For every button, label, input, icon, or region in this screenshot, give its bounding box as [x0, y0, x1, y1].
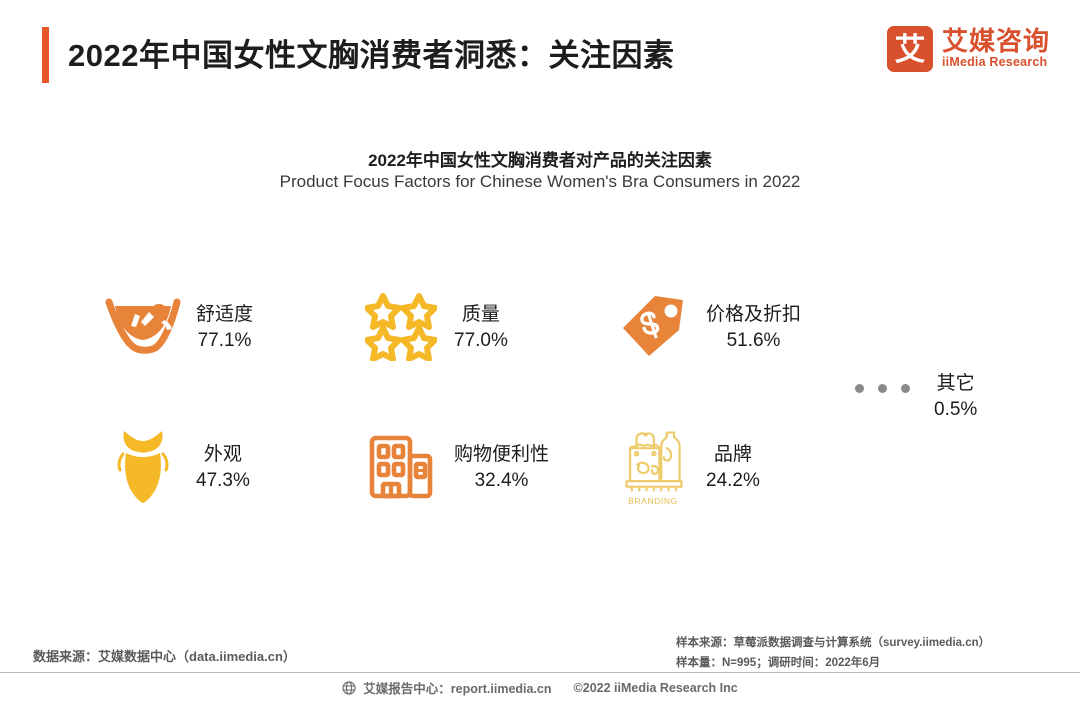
factor-labels: 价格及折扣 51.6%: [706, 288, 801, 353]
logo-mark-icon: 艾: [886, 26, 933, 72]
factor-item-shopping-convenience: 购物便利性 32.4%: [362, 428, 549, 506]
factor-labels: 品牌 24.2%: [706, 428, 760, 493]
page-title: 2022年中国女性文胸消费者洞悉：关注因素: [68, 38, 675, 73]
factor-item-quality: 质量 77.0%: [362, 288, 508, 366]
factor-item-comfort: 舒适度 77.1%: [104, 288, 253, 366]
factor-value: 0.5%: [934, 398, 978, 420]
factor-labels: 质量 77.0%: [454, 288, 508, 353]
page-header: 2022年中国女性文胸消费者洞悉：关注因素 艾 艾媒咨询 iiMedia Res…: [0, 0, 1080, 108]
factor-labels: 外观 47.3%: [196, 428, 250, 493]
person-relaxing-icon: [104, 288, 182, 366]
sample-info: 样本来源：草莓派数据调查与计算系统（survey.iimedia.cn） 样本量…: [676, 633, 990, 673]
title-accent-bar: [42, 27, 49, 83]
factor-name: 舒适度: [196, 304, 254, 325]
chart-title-cn: 2022年中国女性文胸消费者对产品的关注因素: [368, 151, 712, 170]
factor-name: 质量: [461, 304, 500, 325]
branding-bag-icon: BRANDING: [614, 428, 692, 506]
factor-value: 51.6%: [726, 329, 781, 351]
price-tag-icon: [614, 288, 692, 366]
branding-caption: BRANDING: [628, 496, 678, 506]
logo-name-cn: 艾媒咨询: [941, 25, 1050, 56]
chart-title-en: Product Focus Factors for Chinese Women'…: [279, 172, 801, 191]
globe-icon: [342, 680, 356, 695]
brand-logo: 艾 艾媒咨询 iiMedia Research: [886, 25, 1050, 72]
factor-name: 品牌: [713, 444, 752, 465]
factor-labels: 舒适度 77.1%: [196, 288, 253, 353]
four-stars-icon: [362, 288, 440, 366]
factor-value: 24.2%: [706, 469, 760, 491]
sample-size-note: 样本量：N=995；调研时间：2022年6月: [676, 657, 881, 670]
factor-name: 价格及折扣: [706, 304, 802, 325]
three-dots-icon: [855, 371, 910, 401]
factor-item-brand: BRANDING 品牌 24.2%: [614, 428, 760, 506]
factor-item-price: 价格及折扣 51.6%: [614, 288, 801, 366]
copyright-text: ©2022 iiMedia Research Inc: [573, 680, 738, 695]
factor-name: 其它: [936, 373, 975, 394]
footer-bar: 艾媒报告中心：report.iimedia.cn ©2022 iiMedia R…: [0, 673, 1080, 702]
store-building-icon: [362, 428, 440, 506]
factor-name: 购物便利性: [454, 444, 550, 465]
factor-item-appearance: 外观 47.3%: [104, 428, 250, 506]
dot: [878, 383, 887, 393]
logo-name-en: iiMedia Research: [941, 55, 1048, 70]
report-center-link[interactable]: 艾媒报告中心：report.iimedia.cn: [363, 682, 552, 696]
sample-source-note: 样本来源：草莓派数据调查与计算系统（survey.iimedia.cn）: [676, 637, 991, 649]
footer-divider: [0, 672, 1080, 673]
dot: [901, 383, 910, 393]
factor-value: 47.3%: [196, 469, 250, 491]
dot: [855, 383, 864, 393]
factor-labels: 其它 0.5%: [934, 371, 977, 422]
factor-labels: 购物便利性 32.4%: [454, 428, 549, 493]
factor-value: 32.4%: [474, 469, 529, 491]
swimsuit-icon: [104, 428, 182, 506]
data-source-note: 数据来源：艾媒数据中心（data.iimedia.cn）: [33, 649, 296, 664]
logo-text: 艾媒咨询 iiMedia Research: [941, 25, 1050, 70]
factor-name: 外观: [203, 444, 242, 465]
factor-value: 77.0%: [454, 329, 508, 351]
factor-value: 77.1%: [197, 329, 252, 351]
factor-item-other: 其它 0.5%: [855, 371, 977, 422]
